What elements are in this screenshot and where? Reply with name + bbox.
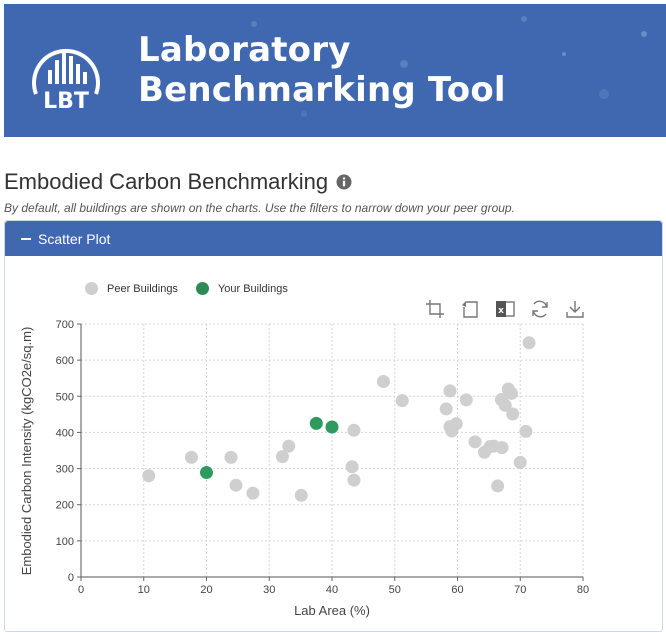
peer-building-point[interactable] — [439, 402, 453, 416]
x-tick-label: 60 — [451, 584, 463, 596]
app-title-line1: Laboratory — [138, 30, 351, 70]
x-tick-label: 40 — [326, 584, 338, 596]
peer-building-point[interactable] — [459, 393, 473, 407]
legend-item-peer[interactable]: Peer Buildings — [85, 282, 178, 295]
peer-building-point[interactable] — [498, 398, 512, 412]
peer-building-point[interactable] — [224, 450, 238, 464]
logo-text: LBT — [43, 89, 89, 112]
app-title-line2: Benchmarking Tool — [138, 70, 506, 110]
lbt-logo: LBT — [32, 48, 100, 112]
peer-building-point[interactable] — [495, 441, 509, 455]
x-tick-label: 20 — [200, 584, 212, 596]
legend-label-yours: Your Buildings — [217, 282, 288, 295]
peer-building-point[interactable] — [491, 479, 505, 493]
peer-building-point[interactable] — [142, 469, 156, 483]
banner-background-pattern — [251, 16, 647, 117]
x-tick-label: 30 — [263, 584, 275, 596]
download-icon[interactable] — [564, 298, 586, 320]
page-title-row: Embodied Carbon Benchmarking — [4, 168, 352, 196]
peer-building-point[interactable] — [519, 424, 533, 438]
y-tick-label: 500 — [56, 391, 74, 403]
peer-building-point[interactable] — [395, 394, 409, 408]
peer-building-point[interactable] — [513, 455, 527, 469]
page-title: Embodied Carbon Benchmarking — [4, 169, 329, 194]
peer-building-point[interactable] — [449, 417, 463, 431]
app-title: Laboratory Benchmarking Tool — [138, 30, 506, 110]
legend-label-peer: Peer Buildings — [107, 282, 178, 295]
peer-building-point[interactable] — [294, 488, 308, 502]
peer-building-point[interactable] — [522, 336, 536, 350]
y-tick-label: 100 — [56, 536, 74, 548]
peer-building-point[interactable] — [246, 486, 260, 500]
peer-building-point[interactable] — [184, 450, 198, 464]
legend-marker-yours — [195, 282, 209, 295]
peer-building-point[interactable] — [347, 473, 361, 487]
y-axis-ticks: 0 100 200 300 400 500 600 700 — [56, 319, 81, 584]
peer-building-point[interactable] — [443, 384, 457, 398]
y-axis-label: Embodied Carbon Intensity (kgCO2e/sq.m) — [19, 327, 34, 576]
svg-text:x: x — [498, 306, 504, 316]
x-tick-label: 0 — [78, 584, 84, 596]
peer-building-point[interactable] — [347, 423, 361, 437]
y-tick-label: 300 — [56, 464, 74, 476]
x-tick-label: 80 — [577, 584, 589, 596]
peer-building-point[interactable] — [275, 450, 289, 464]
peer-building-point[interactable] — [504, 386, 518, 400]
chart-points — [142, 336, 536, 502]
panel-header-toggle[interactable]: Scatter Plot — [5, 221, 662, 256]
y-tick-label: 700 — [56, 319, 74, 331]
your-building-point[interactable] — [325, 420, 339, 434]
your-building-point[interactable] — [309, 416, 323, 430]
scatter-plot-panel: Scatter Plot — [4, 220, 663, 632]
x-tick-label: 50 — [389, 584, 401, 596]
info-icon[interactable] — [336, 174, 352, 190]
peer-building-point[interactable] — [282, 439, 296, 453]
refresh-icon[interactable] — [529, 298, 551, 320]
y-tick-label: 0 — [68, 572, 74, 584]
chart-legend: Peer Buildings Your Buildings — [85, 282, 306, 295]
x-tick-label: 10 — [138, 584, 150, 596]
panel-header-label: Scatter Plot — [38, 230, 111, 247]
peer-building-point[interactable] — [229, 478, 243, 492]
legend-item-yours[interactable]: Your Buildings — [195, 282, 288, 295]
excel-icon[interactable]: x — [494, 298, 516, 320]
legend-marker-peer — [85, 282, 98, 295]
undo-icon[interactable] — [459, 298, 481, 320]
peer-building-point[interactable] — [506, 407, 520, 421]
your-building-point[interactable] — [200, 466, 213, 480]
x-axis-label: Lab Area (%) — [294, 603, 370, 618]
y-tick-label: 400 — [56, 427, 74, 439]
peer-building-point[interactable] — [345, 460, 359, 474]
header-banner: LBT Laboratory Benchmarking Tool — [4, 4, 666, 137]
x-tick-label: 70 — [514, 584, 526, 596]
x-axis-ticks: 0 10 20 30 40 50 60 70 80 — [78, 577, 589, 596]
y-tick-label: 200 — [56, 500, 74, 512]
peer-building-point[interactable] — [376, 374, 390, 388]
page-subtitle: By default, all buildings are shown on t… — [4, 201, 515, 215]
y-tick-label: 600 — [56, 355, 74, 367]
peer-building-point[interactable] — [468, 435, 482, 449]
chart-toolbar: x — [424, 298, 599, 320]
minus-icon[interactable] — [21, 237, 31, 240]
crop-icon[interactable] — [424, 298, 446, 320]
